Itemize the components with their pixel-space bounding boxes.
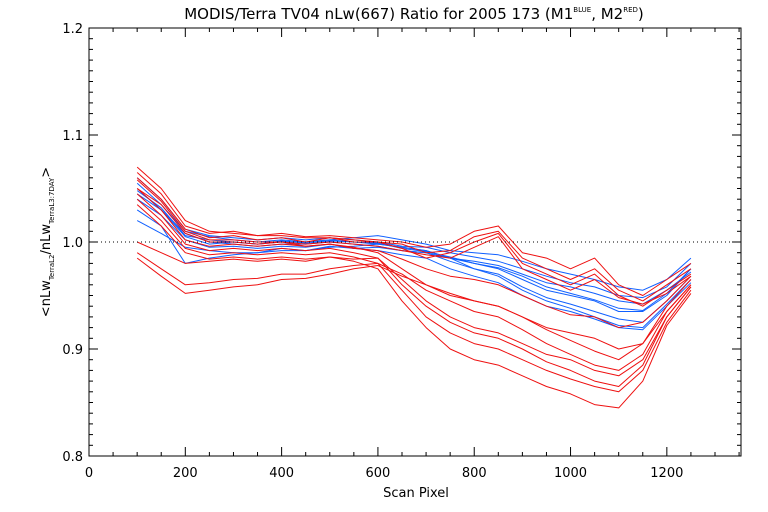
x-tick-label: 0	[85, 466, 93, 481]
series-line-m2-14	[136, 198, 692, 393]
x-tick-label: 200	[173, 466, 198, 481]
chart-title-mid: , M2	[591, 5, 623, 23]
series-line-m2-12	[136, 188, 692, 350]
chart-title-sup-blue: BLUE	[573, 6, 591, 14]
x-tick-label: 800	[462, 466, 487, 481]
series-line-m1-3	[136, 177, 692, 299]
series-line-m2-18	[136, 257, 692, 361]
y-axis-label-sub1: TerraL2	[48, 255, 56, 282]
x-tick-label: 600	[366, 466, 391, 481]
series-line-m2-13	[136, 193, 692, 377]
axis-layer: 0 200 400 600 800 1000 1200 0.8 0.9 1.0 1.1 1.2	[62, 22, 741, 481]
y-axis-label-close: >	[39, 167, 54, 178]
y-axis-label-open: <nLw	[39, 280, 54, 317]
x-tick-label: 1000	[554, 466, 587, 481]
series-line-m2-11	[136, 179, 692, 305]
series-line-m1-4	[136, 220, 692, 305]
series-line-m1-6	[136, 209, 692, 329]
series-line-m2-10	[136, 177, 692, 307]
y-tick-label: 0.8	[62, 450, 83, 465]
y-tick-label: 1.2	[62, 22, 83, 37]
series-line-m1-5	[136, 188, 692, 291]
y-axis-label-sub2: TerraL3:7DAY	[48, 177, 56, 225]
x-tick-label: 1200	[650, 466, 683, 481]
y-tick-label: 1.1	[62, 129, 83, 144]
x-axis-label: Scan Pixel	[383, 486, 449, 501]
series-line-m2-15	[136, 204, 692, 409]
series-line-m1-7	[136, 190, 692, 311]
series-line-m2-16	[136, 241, 692, 387]
chart-title-sup-red: RED	[623, 6, 638, 14]
x-tick-label: 400	[269, 466, 294, 481]
y-axis-label-mid: /nLw	[39, 224, 54, 255]
chart-title: MODIS/Terra TV04 nLw(667) Ratio for 2005…	[184, 5, 644, 23]
series-line-m2-17	[136, 252, 692, 371]
series-layer	[136, 166, 692, 409]
chart-title-end: )	[638, 5, 644, 23]
series-line-m2-8	[136, 166, 692, 296]
series-line-m1-2	[136, 198, 692, 331]
series-line-m2-9	[136, 172, 692, 302]
chart-title-main: MODIS/Terra TV04 nLw(667) Ratio for 2005…	[184, 5, 573, 23]
y-tick-label: 0.9	[62, 343, 83, 358]
y-tick-label: 1.0	[62, 236, 83, 251]
y-axis-label: <nLwTerraL2/nLwTerraL3:7DAY>	[39, 167, 56, 317]
